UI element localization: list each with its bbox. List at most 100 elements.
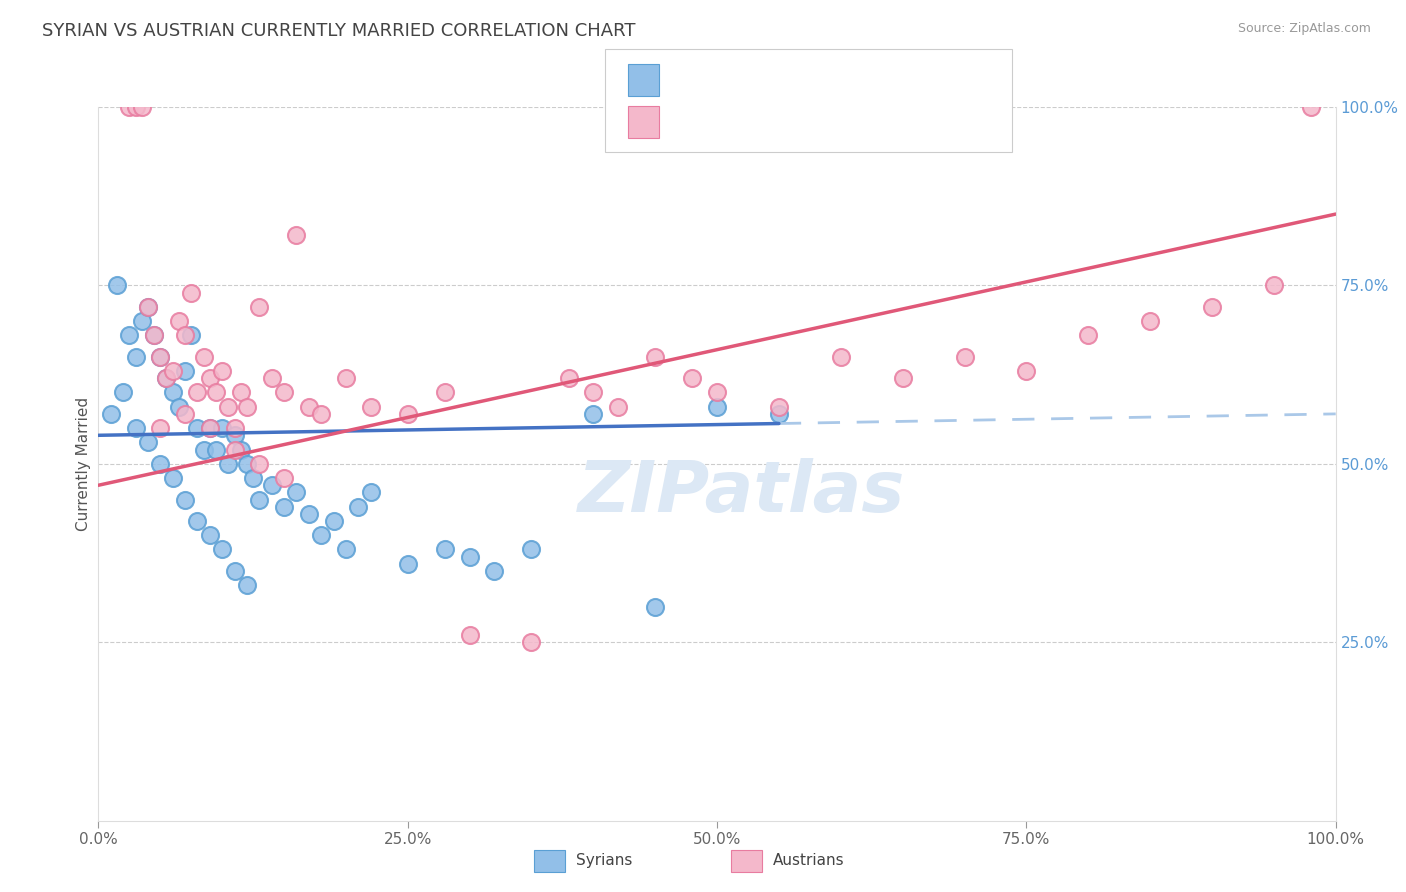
- Point: [186, 514, 208, 528]
- Point: [186, 421, 208, 435]
- Point: [260, 371, 283, 385]
- Point: [273, 385, 295, 400]
- Point: [298, 400, 321, 414]
- Text: R = 0.076: R = 0.076: [671, 70, 761, 88]
- Text: ZIPatlas: ZIPatlas: [578, 458, 905, 527]
- Point: [131, 314, 153, 328]
- Point: [174, 364, 197, 378]
- Point: [458, 549, 481, 564]
- Point: [236, 578, 259, 592]
- Point: [180, 328, 202, 343]
- Point: [229, 442, 252, 457]
- Text: N = 53: N = 53: [830, 70, 893, 88]
- Text: N = 54: N = 54: [830, 112, 893, 131]
- Point: [224, 428, 246, 442]
- Point: [768, 400, 790, 414]
- Text: Austrians: Austrians: [773, 854, 845, 868]
- Point: [136, 435, 159, 450]
- Point: [198, 528, 221, 542]
- Point: [1299, 100, 1322, 114]
- Point: [136, 300, 159, 314]
- Point: [136, 300, 159, 314]
- Point: [1015, 364, 1038, 378]
- Point: [285, 485, 308, 500]
- Point: [285, 228, 308, 243]
- Point: [149, 350, 172, 364]
- Text: Syrians: Syrians: [576, 854, 633, 868]
- Point: [211, 542, 233, 557]
- Point: [1201, 300, 1223, 314]
- Point: [347, 500, 370, 514]
- Point: [298, 507, 321, 521]
- Point: [149, 350, 172, 364]
- Point: [229, 385, 252, 400]
- Point: [582, 385, 605, 400]
- Point: [360, 485, 382, 500]
- Point: [458, 628, 481, 642]
- Point: [396, 557, 419, 571]
- Point: [396, 407, 419, 421]
- Point: [124, 421, 146, 435]
- Point: [105, 278, 128, 293]
- Text: SYRIAN VS AUSTRIAN CURRENTLY MARRIED CORRELATION CHART: SYRIAN VS AUSTRIAN CURRENTLY MARRIED COR…: [42, 22, 636, 40]
- Point: [174, 328, 197, 343]
- Point: [149, 457, 172, 471]
- Point: [217, 400, 239, 414]
- Point: [149, 421, 172, 435]
- Point: [186, 385, 208, 400]
- Point: [322, 514, 344, 528]
- Point: [224, 442, 246, 457]
- Point: [112, 385, 135, 400]
- Point: [953, 350, 976, 364]
- Point: [174, 492, 197, 507]
- Point: [1077, 328, 1099, 343]
- Point: [162, 385, 184, 400]
- Point: [309, 407, 332, 421]
- Point: [706, 385, 728, 400]
- Point: [335, 542, 357, 557]
- Point: [118, 100, 141, 114]
- Point: [830, 350, 852, 364]
- Point: [124, 100, 146, 114]
- Text: R = 0.303: R = 0.303: [671, 112, 761, 131]
- Point: [211, 364, 233, 378]
- Text: Source: ZipAtlas.com: Source: ZipAtlas.com: [1237, 22, 1371, 36]
- Point: [520, 542, 543, 557]
- Point: [224, 421, 246, 435]
- Point: [118, 328, 141, 343]
- Point: [198, 421, 221, 435]
- Point: [155, 371, 177, 385]
- Point: [247, 457, 270, 471]
- Point: [433, 385, 456, 400]
- Point: [273, 471, 295, 485]
- Point: [247, 300, 270, 314]
- Point: [644, 350, 666, 364]
- Point: [360, 400, 382, 414]
- Point: [167, 400, 190, 414]
- Point: [224, 564, 246, 578]
- Point: [155, 371, 177, 385]
- Point: [174, 407, 197, 421]
- Point: [211, 421, 233, 435]
- Point: [309, 528, 332, 542]
- Point: [1139, 314, 1161, 328]
- Point: [180, 285, 202, 300]
- Point: [162, 364, 184, 378]
- Point: [198, 421, 221, 435]
- Point: [131, 100, 153, 114]
- Point: [193, 350, 215, 364]
- Point: [124, 350, 146, 364]
- Point: [242, 471, 264, 485]
- Point: [644, 599, 666, 614]
- Point: [706, 400, 728, 414]
- Point: [273, 500, 295, 514]
- Point: [162, 471, 184, 485]
- Point: [607, 400, 630, 414]
- Point: [143, 328, 166, 343]
- Point: [205, 385, 228, 400]
- Point: [205, 442, 228, 457]
- Point: [557, 371, 579, 385]
- Point: [236, 400, 259, 414]
- Point: [335, 371, 357, 385]
- Point: [484, 564, 506, 578]
